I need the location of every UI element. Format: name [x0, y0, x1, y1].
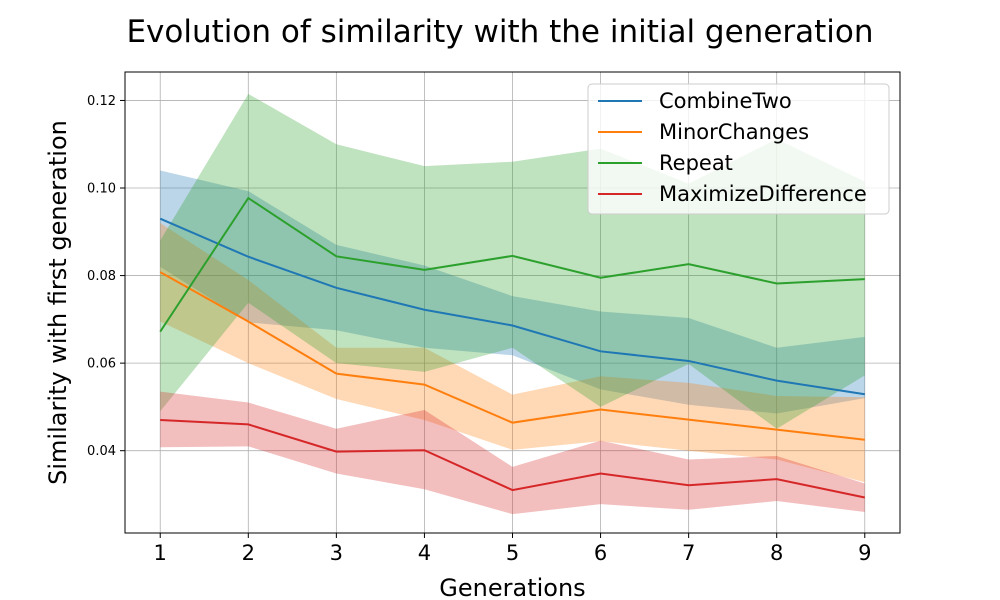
chart-title: Evolution of similarity with the initial…: [126, 14, 874, 50]
x-axis-label: Generations: [439, 574, 585, 600]
maximizedifference-line: [160, 419, 865, 499]
x-tick-label: 7: [682, 541, 695, 565]
combinetwo-band: [160, 170, 865, 414]
x-tick-label: 2: [242, 541, 255, 565]
x-tick-label: 4: [418, 541, 431, 565]
minorchanges-band: [160, 223, 865, 483]
y-tick-label: 0.04: [87, 444, 116, 459]
minorchanges-line: [159, 271, 865, 441]
combinetwo-line: [159, 217, 865, 396]
tick-layer: 1 2 3 4 5 6 7 8 9 0.04 0.06 0.08 0.10 0.12: [87, 94, 871, 565]
x-tick-label: 6: [594, 541, 607, 565]
repeat-line: [159, 196, 865, 333]
band-layer: [160, 93, 865, 515]
legend-label-minorchanges: MinorChanges: [659, 120, 809, 144]
legend-box: [587, 83, 890, 215]
legend-label-maximizedifference: MaximizeDifference: [659, 182, 867, 206]
y-tick-label: 0.12: [87, 94, 116, 109]
y-tick-label: 0.06: [87, 357, 116, 372]
maximizedifference-band: [160, 391, 865, 515]
x-tick-label: 5: [506, 541, 519, 565]
x-tick-label: 8: [770, 541, 783, 565]
x-tick-label: 3: [330, 541, 343, 565]
y-axis-label: Similarity with first generation: [44, 120, 72, 485]
x-tick-label: 9: [858, 541, 871, 565]
y-tick-label: 0.08: [87, 269, 116, 284]
legend-label-combinetwo: CombineTwo: [659, 89, 792, 113]
x-tick-label: 1: [154, 541, 167, 565]
legend: CombineTwo MinorChanges Repeat MaximizeDiff…: [587, 83, 890, 215]
repeat-band: [160, 93, 865, 429]
line-layer: [159, 196, 865, 499]
legend-label-repeat: Repeat: [659, 151, 733, 175]
y-tick-label: 0.10: [87, 182, 116, 197]
